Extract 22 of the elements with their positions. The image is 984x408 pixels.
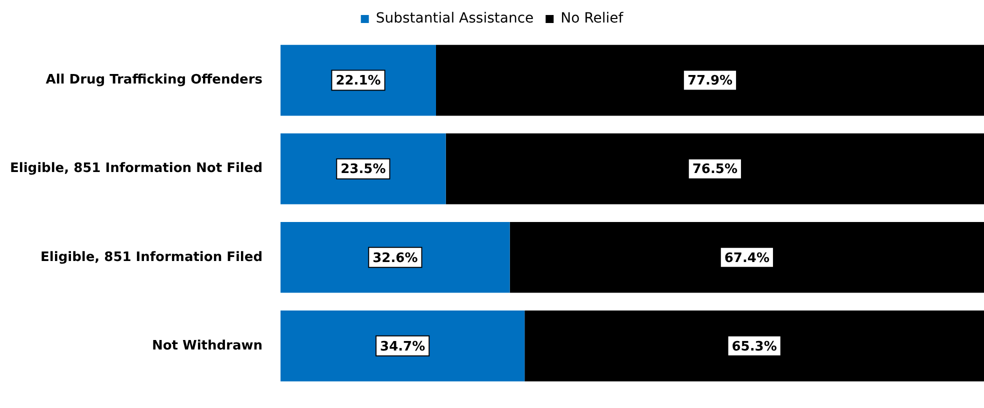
bar xyxy=(280,222,510,293)
bar xyxy=(280,310,525,382)
data-label: 65.3% xyxy=(732,339,777,354)
y-tick-label: Eligible, 851 Information Not Filed xyxy=(10,161,263,176)
bar xyxy=(524,310,984,382)
data-label: 76.5% xyxy=(692,162,738,178)
data-label: 67.4% xyxy=(724,250,770,266)
bar xyxy=(510,222,984,293)
legend-label: No Relief xyxy=(560,10,624,27)
bar xyxy=(280,44,436,116)
data-label: 23.5% xyxy=(340,162,386,178)
y-tick-label: All Drug Trafficking Offenders xyxy=(46,72,263,88)
data-label: 34.7% xyxy=(380,339,426,354)
legend-label: Substantial Assistance xyxy=(376,10,534,27)
data-label: 32.6% xyxy=(372,250,418,266)
y-tick-label: Eligible, 851 Information Filed xyxy=(40,250,263,265)
bar xyxy=(436,44,984,116)
bar xyxy=(280,133,446,204)
data-label: 22.1% xyxy=(336,74,381,89)
data-label: 77.9% xyxy=(687,74,733,89)
y-tick-label: Not Withdrawn xyxy=(152,338,263,354)
bar xyxy=(446,133,984,204)
